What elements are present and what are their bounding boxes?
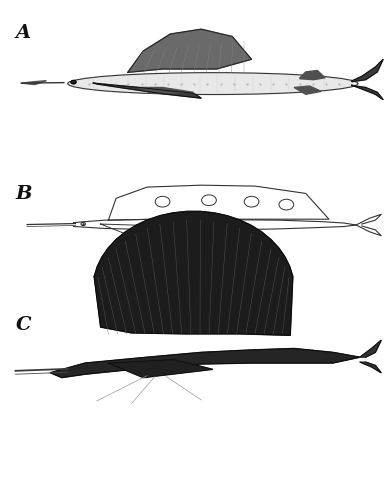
Polygon shape	[94, 211, 293, 335]
Polygon shape	[351, 85, 383, 100]
Polygon shape	[50, 348, 360, 378]
Polygon shape	[108, 360, 213, 378]
Text: A: A	[15, 24, 31, 42]
Polygon shape	[93, 83, 201, 98]
Text: C: C	[15, 316, 31, 334]
Polygon shape	[108, 185, 329, 220]
Text: B: B	[15, 185, 32, 203]
Polygon shape	[139, 87, 194, 93]
Polygon shape	[360, 340, 381, 357]
Polygon shape	[294, 86, 321, 94]
Polygon shape	[128, 29, 252, 72]
Polygon shape	[360, 362, 381, 373]
Ellipse shape	[71, 80, 76, 84]
Polygon shape	[300, 70, 325, 80]
Ellipse shape	[68, 73, 358, 95]
Polygon shape	[351, 59, 383, 82]
Polygon shape	[21, 81, 46, 85]
